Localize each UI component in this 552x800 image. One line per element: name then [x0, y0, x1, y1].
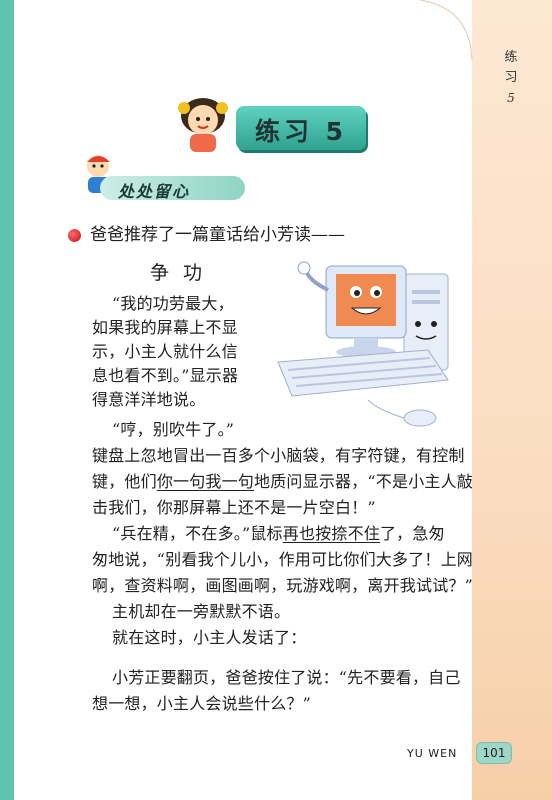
story-p5: 就在这时，小主人发话了： — [112, 628, 307, 647]
story-p2-line3: 键，他们你一句我一句地质问显示器，“不是小主人敲 — [92, 468, 473, 492]
section-badge: 处处留心 — [80, 172, 245, 202]
girl-mascot-icon — [178, 98, 228, 152]
computer-illustration — [277, 261, 449, 427]
page-number: 101 — [476, 742, 512, 764]
underlined-phrase-2: 再也按捺不住 — [282, 524, 380, 543]
intro-text: 爸爸推荐了一篇童话给小芳读—— — [90, 225, 345, 245]
story-p2-line3-b: 地质问显示器，“不是小主人敲 — [254, 472, 473, 491]
section-header: 处处留心 — [118, 182, 191, 201]
story-p4: 主机却在一旁默默不语。 — [112, 602, 291, 621]
story-p3-line1-a: “兵在精，不在多。”鼠标 — [112, 524, 283, 543]
story-p3-line1: “兵在精，不在多。”鼠标再也按捺不住了，急匆 — [112, 520, 445, 544]
story-p1-line4: 息也看不到。”显示器 — [92, 366, 239, 385]
right-side-band — [472, 0, 552, 800]
footer-label: YU WEN — [407, 747, 458, 760]
story-title: 争功 — [150, 262, 217, 284]
story-p1-line5: 得意洋洋地说。 — [92, 390, 206, 409]
side-label-line1: 练 — [504, 50, 518, 65]
title-banner-background — [236, 106, 366, 150]
side-label-number: 5 — [507, 91, 515, 105]
story-p3-line3: 啊，查资料啊，画图画啊，玩游戏啊，离开我试试？” — [92, 576, 473, 595]
story-p3-line1-b: 了，急匆 — [379, 524, 445, 543]
left-color-strip — [0, 0, 14, 800]
underlined-phrase-1: 你一句我一句 — [156, 472, 255, 491]
side-label-line2: 习 — [504, 70, 518, 85]
story-p2-line4: 击我们，你那屏幕上还不是一片空白！” — [92, 498, 376, 517]
story-p2-line2: 键盘上忽地冒出一百多个小脑袋，有字符键，有控制 — [92, 446, 465, 465]
red-bullet-icon — [68, 229, 81, 242]
story-p3-line2: 匆地说，“别看我个儿小，作用可比你们大多了！上网 — [92, 550, 473, 569]
section-badge-background — [100, 176, 245, 200]
story-p1-line3: 示，小主人就什么信 — [92, 342, 238, 361]
side-exercise-label: 练 习 5 — [500, 48, 522, 108]
page-title: 练习 5 — [254, 117, 348, 146]
story-p1-line1: “我的功劳最大， — [112, 294, 234, 313]
story-p6-line2: 想一想，小主人会说些什么？” — [92, 694, 311, 713]
title-banner: 练习 5 — [236, 106, 366, 150]
story-p2-line1: “哼，别吹牛了。” — [112, 420, 235, 439]
story-p1-line2: 如果我的屏幕上不显 — [92, 318, 238, 337]
story-p6-line1: 小芳正要翻页，爸爸按住了说：“先不要看，自己 — [112, 668, 461, 687]
story-p2-line3-a: 键，他们 — [92, 472, 157, 491]
